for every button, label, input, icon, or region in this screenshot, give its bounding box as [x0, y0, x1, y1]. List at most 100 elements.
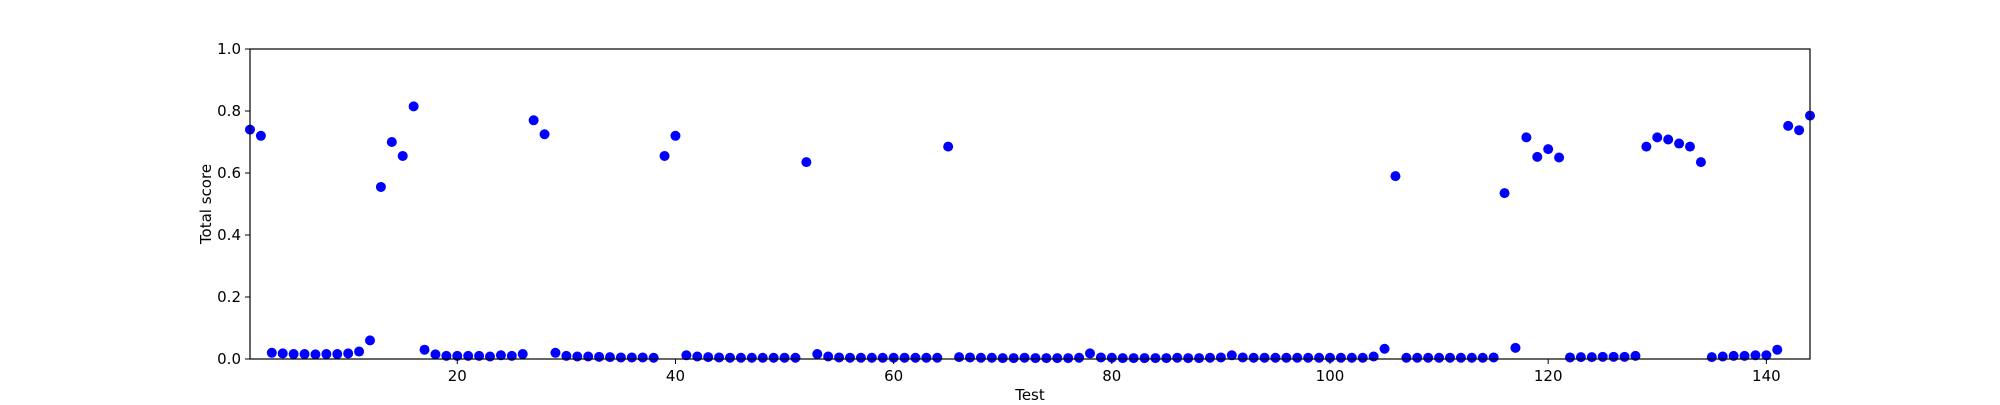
- data-point: [997, 353, 1008, 364]
- data-point: [1466, 352, 1477, 363]
- data-point: [1619, 351, 1630, 362]
- data-point: [1565, 352, 1575, 363]
- data-point: [1477, 352, 1488, 363]
- data-point: [735, 352, 746, 363]
- data-point: [517, 349, 528, 360]
- data-point: [1161, 353, 1172, 364]
- data-point: [572, 351, 583, 362]
- data-point: [943, 141, 954, 152]
- plot-frame: [249, 48, 1811, 360]
- data-point: [757, 352, 768, 363]
- data-point: [1303, 352, 1314, 363]
- data-point: [910, 352, 921, 363]
- data-point: [255, 130, 266, 141]
- data-point: [1335, 352, 1346, 363]
- data-point: [1412, 352, 1423, 363]
- data-point: [594, 351, 605, 362]
- data-point: [299, 349, 310, 360]
- data-point: [1314, 352, 1325, 363]
- data-point: [866, 352, 877, 363]
- data-point: [845, 352, 855, 363]
- data-point: [1488, 352, 1499, 363]
- data-point: [823, 351, 834, 362]
- data-point: [1139, 353, 1150, 364]
- data-point: [932, 352, 943, 363]
- data-point: [1117, 353, 1128, 364]
- data-point: [834, 352, 845, 363]
- data-point: [605, 352, 615, 363]
- data-point: [332, 349, 343, 360]
- data-point: [430, 349, 441, 360]
- data-point: [528, 115, 539, 126]
- data-point: [1761, 350, 1772, 361]
- data-point: [1379, 343, 1390, 354]
- data-point: [921, 352, 932, 363]
- data-point: [1215, 352, 1226, 363]
- data-point: [1608, 351, 1619, 362]
- data-point: [1008, 353, 1019, 364]
- data-point: [1586, 352, 1597, 363]
- data-point: [1674, 138, 1685, 149]
- axis-ticks-group: 20 40 60 80 100 120 140 0.0 0.2 0.4 0.6 0.8 1.0: [217, 40, 1781, 385]
- data-point: [812, 349, 823, 360]
- data-point: [1423, 352, 1434, 363]
- y-tick-label: 1.0: [217, 40, 241, 58]
- data-point: [288, 349, 299, 360]
- data-point: [1695, 157, 1706, 168]
- x-tick-label: 60: [884, 367, 903, 385]
- data-point: [714, 352, 725, 363]
- data-point: [1150, 353, 1161, 364]
- data-point: [877, 352, 888, 363]
- data-point: [1706, 352, 1717, 363]
- data-point: [1685, 141, 1695, 152]
- data-point: [1183, 353, 1194, 364]
- data-point: [1030, 353, 1041, 364]
- data-point: [1019, 352, 1030, 363]
- data-point: [1401, 352, 1412, 363]
- data-point: [354, 346, 365, 357]
- data-point: [1281, 352, 1292, 363]
- data-point: [1641, 141, 1652, 152]
- data-point: [1783, 120, 1794, 131]
- data-point: [1270, 352, 1281, 363]
- data-point: [495, 350, 506, 361]
- y-tick-label: 0.0: [217, 350, 241, 368]
- x-tick-label: 140: [1752, 367, 1781, 385]
- data-point: [855, 352, 866, 363]
- data-point: [1128, 353, 1139, 364]
- data-point: [692, 351, 703, 362]
- data-point: [1237, 352, 1248, 363]
- data-point: [659, 150, 670, 161]
- data-point: [375, 181, 386, 192]
- data-point: [310, 349, 321, 360]
- data-point: [1750, 350, 1761, 361]
- x-axis-label: Test: [1014, 386, 1045, 400]
- data-point: [746, 352, 757, 363]
- data-point: [419, 344, 430, 355]
- data-point: [899, 352, 910, 363]
- data-point: [1085, 348, 1095, 359]
- data-point: [1041, 353, 1052, 364]
- data-point: [1597, 351, 1608, 362]
- data-point: [779, 352, 790, 363]
- data-point: [1434, 352, 1445, 363]
- data-point: [986, 352, 997, 363]
- data-point: [550, 347, 561, 358]
- x-tick-label: 100: [1316, 367, 1345, 385]
- data-point: [321, 349, 332, 360]
- data-point: [1106, 352, 1117, 363]
- data-point: [1063, 353, 1074, 364]
- data-point: [626, 352, 637, 363]
- x-tick-label: 120: [1534, 367, 1563, 385]
- data-point: [1543, 144, 1554, 155]
- data-point: [954, 352, 965, 363]
- data-point: [583, 351, 594, 362]
- data-point: [1445, 352, 1455, 363]
- data-point: [386, 137, 397, 147]
- data-point: [277, 348, 288, 359]
- data-point: [1794, 125, 1805, 136]
- data-point: [485, 351, 495, 362]
- data-point: [1095, 352, 1106, 363]
